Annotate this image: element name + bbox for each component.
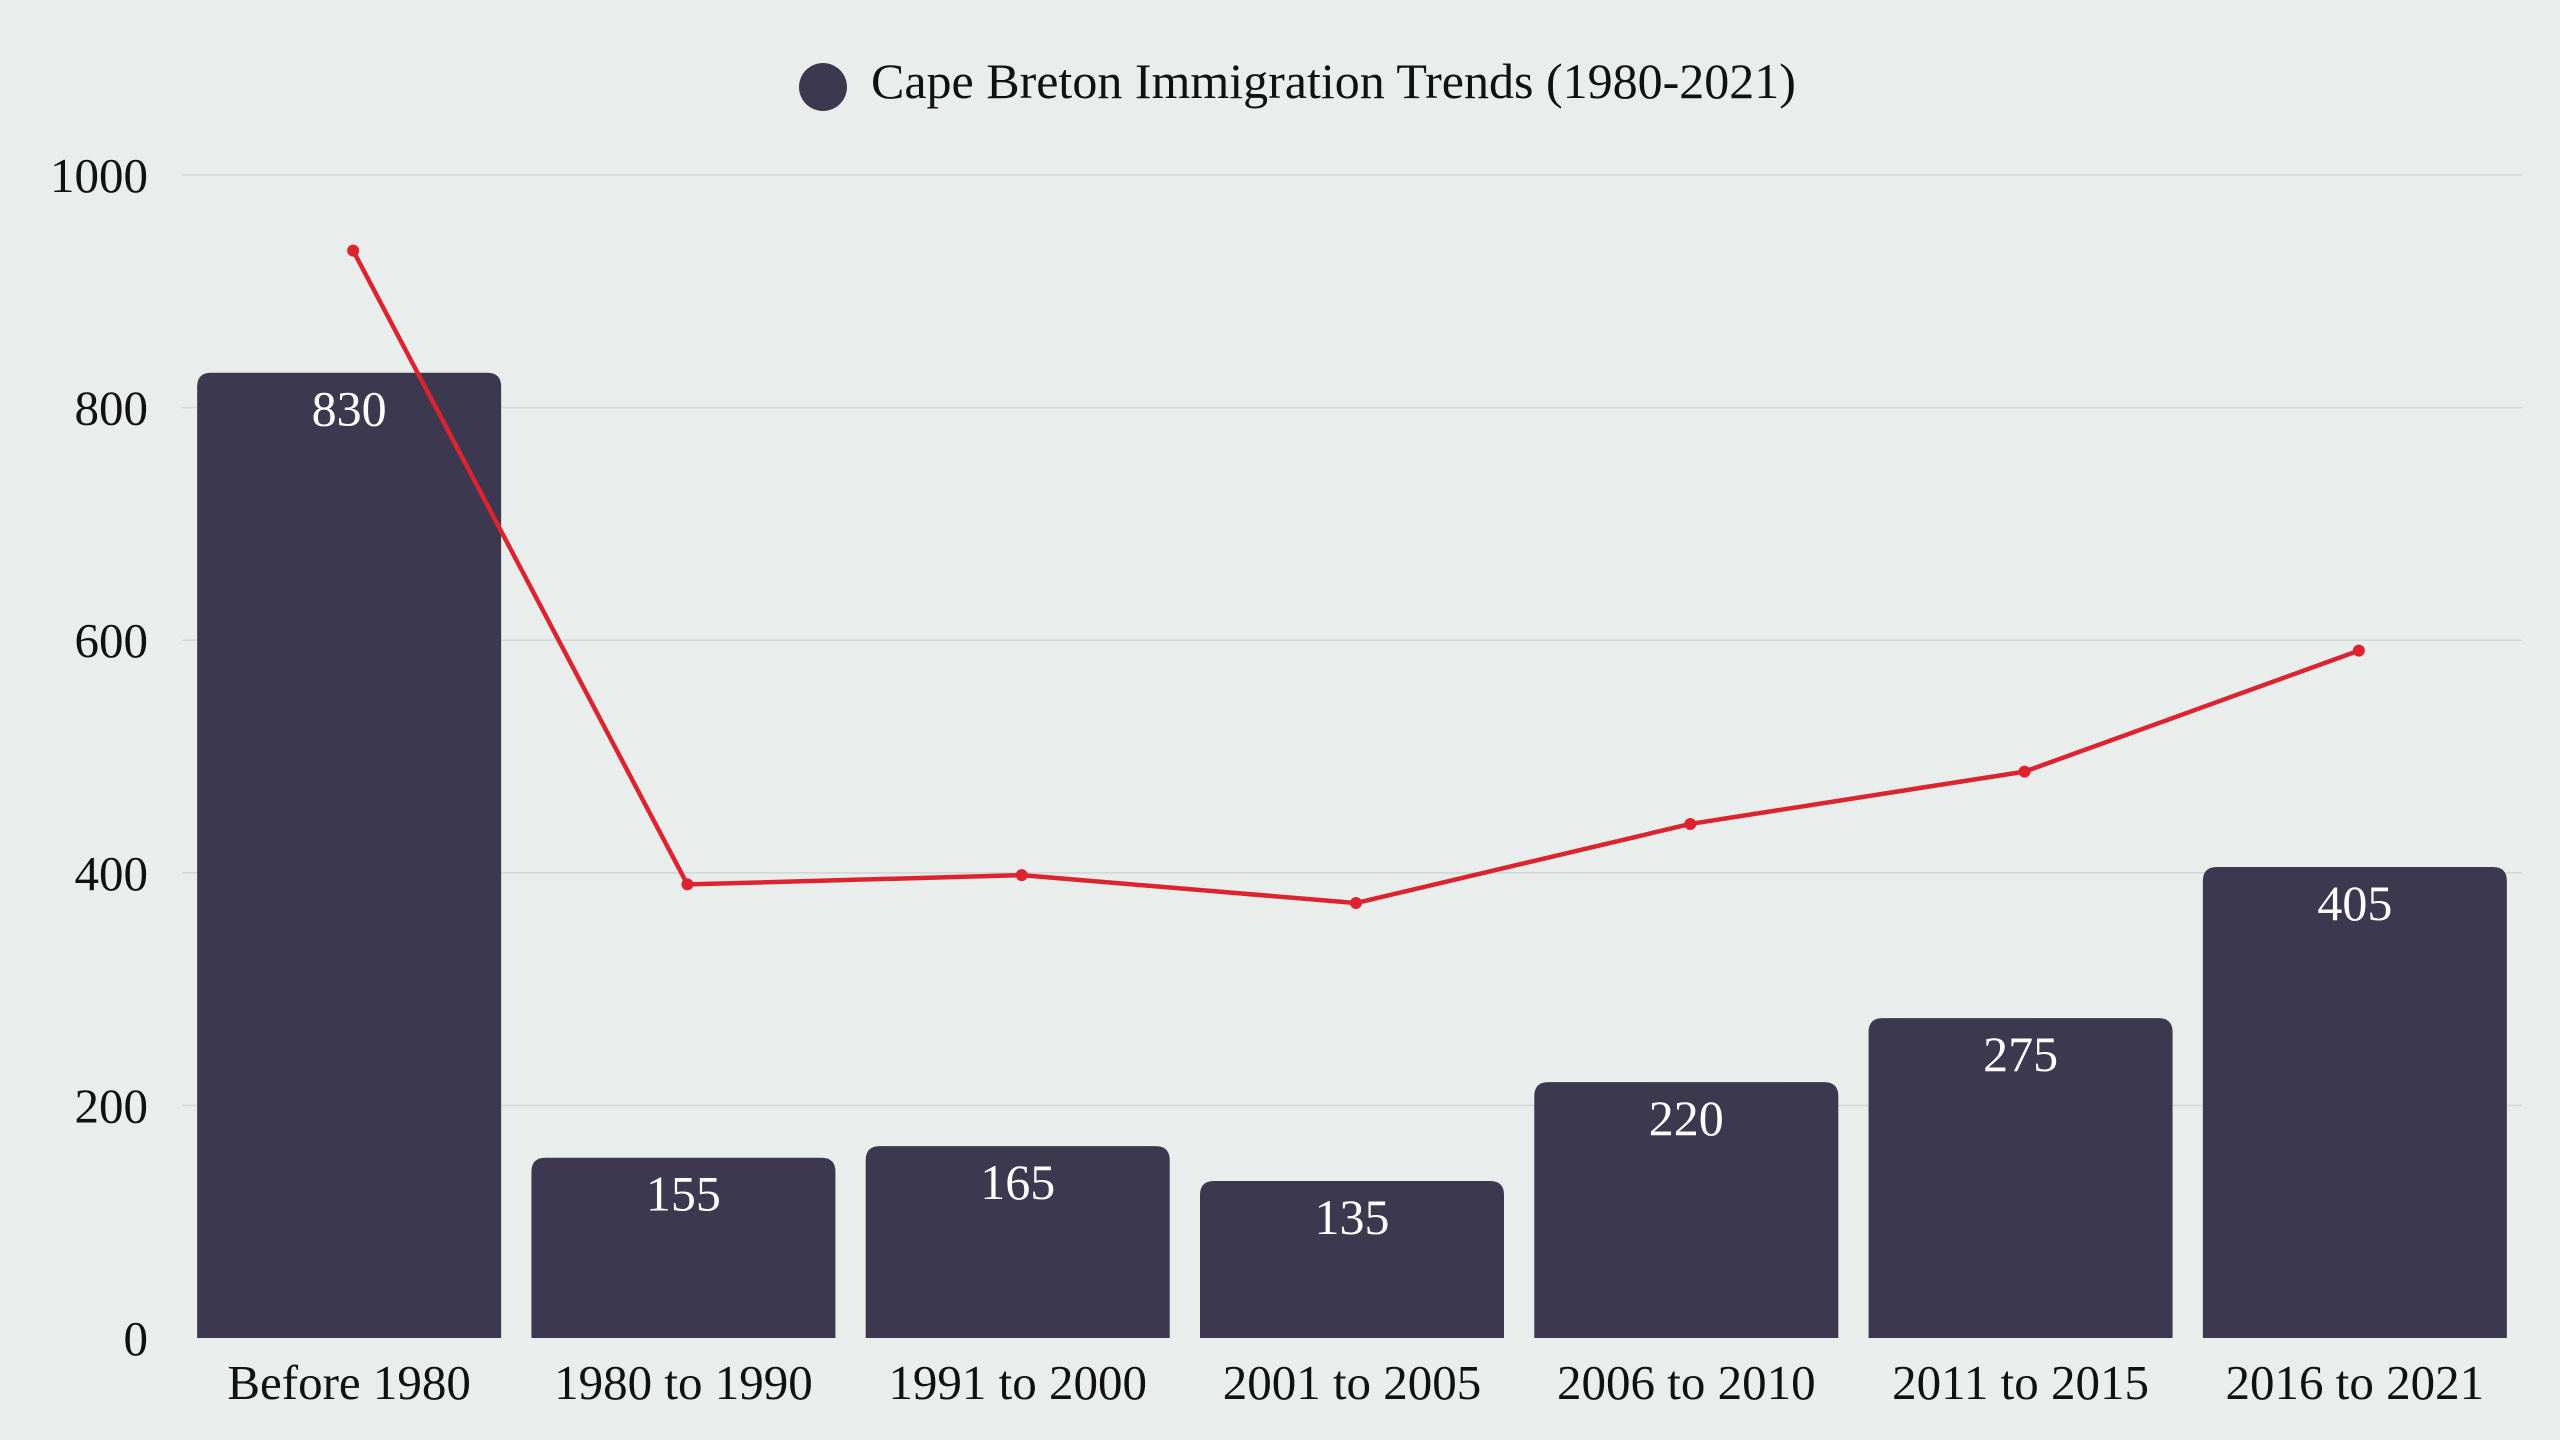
bar-data-labels: 830 155 165 135 220 275 405	[312, 381, 2393, 1245]
line-point	[347, 244, 360, 257]
bar	[197, 372, 502, 1339]
bar-value-label: 135	[1315, 1189, 1390, 1245]
x-tick-label: 2016 to 2021	[2226, 1355, 2485, 1410]
line-point	[1350, 897, 1362, 910]
line-point	[2352, 644, 2365, 657]
bar-value-label: 830	[312, 381, 387, 437]
legend-marker	[799, 63, 847, 111]
line-path	[350, 248, 2362, 906]
bar	[1534, 1082, 1839, 1338]
y-tick-label: 800	[75, 381, 149, 436]
y-tick-label: 600	[75, 613, 149, 668]
y-tick-label: 1000	[50, 148, 148, 203]
y-tick-label: 200	[75, 1078, 149, 1133]
line-point	[2018, 765, 2031, 778]
line-point	[1684, 817, 1697, 830]
x-tick-label: 2001 to 2005	[1223, 1355, 1482, 1410]
bar	[1868, 1018, 2173, 1338]
x-tick-label: Before 1980	[227, 1355, 471, 1410]
y-tick-label: 400	[75, 846, 149, 901]
line-point	[1015, 869, 1028, 882]
bar-value-label: 165	[980, 1154, 1055, 1210]
bar-value-label: 220	[1649, 1090, 1724, 1146]
x-axis-ticks: Before 1980 1980 to 1990 1991 to 2000 2001 …	[227, 1355, 2484, 1410]
bar-series	[197, 372, 2507, 1339]
bar	[1200, 1180, 1504, 1338]
bar	[531, 1157, 836, 1338]
line-series	[347, 244, 2365, 910]
x-tick-label: 2011 to 2015	[1892, 1355, 2149, 1410]
y-tick-label: 0	[124, 1311, 149, 1366]
bar	[2202, 866, 2507, 1338]
gridlines	[182, 174, 2522, 1107]
bar-value-label: 275	[1983, 1026, 2058, 1082]
x-tick-label: 1980 to 1990	[554, 1355, 813, 1410]
y-axis-ticks: 0 200 400 600 800 1000	[50, 148, 148, 1366]
x-tick-label: 2006 to 2010	[1557, 1355, 1816, 1410]
legend-label: Cape Breton Immigration Trends (1980-202…	[871, 53, 1796, 109]
bar-value-label: 155	[646, 1166, 721, 1222]
line-point	[681, 878, 694, 891]
x-tick-label: 1991 to 2000	[888, 1355, 1147, 1410]
bar-value-label: 405	[2317, 875, 2392, 931]
bar	[865, 1146, 1170, 1338]
legend: Cape Breton Immigration Trends (1980-202…	[799, 53, 1796, 111]
